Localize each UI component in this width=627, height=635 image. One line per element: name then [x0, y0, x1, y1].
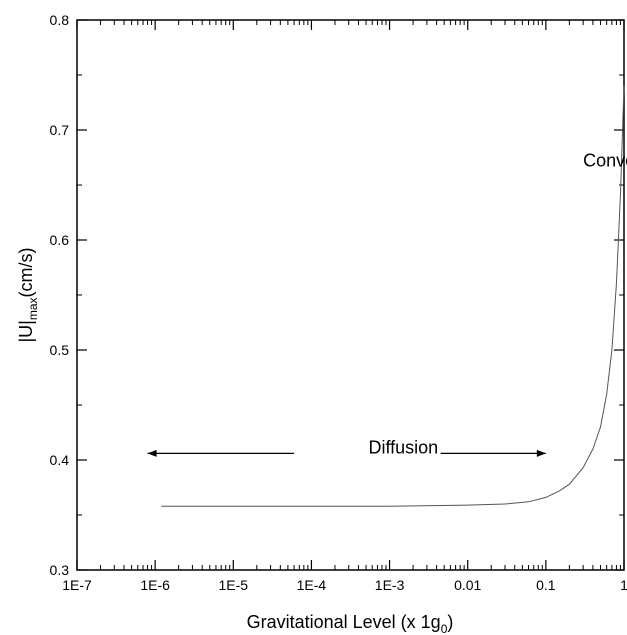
- x-tick-labels: 1E-7 1E-6 1E-5 1E-4 1E-3 0.01 0.1 1: [62, 577, 627, 593]
- series-line: [161, 85, 625, 507]
- x-tick-label: 1E-5: [218, 577, 248, 593]
- arrow: [440, 449, 546, 457]
- y-axis-title: |U|max(cm/s): [16, 247, 40, 342]
- y-tick-label: 0.4: [50, 452, 70, 468]
- x-tick-label: 1E-7: [62, 577, 92, 593]
- x-tick-label: 1: [620, 577, 627, 593]
- plot-series: [161, 85, 625, 507]
- arrow: [147, 449, 295, 457]
- x-tick-label: 0.01: [454, 577, 481, 593]
- y-tick-label: 0.8: [50, 12, 70, 28]
- annotation-convection: Convection: [583, 150, 627, 170]
- x-tick-label: 1E-4: [297, 577, 327, 593]
- axis-ticks: [76, 19, 625, 571]
- x-tick-label: 0.1: [536, 577, 556, 593]
- y-tick-label: 0.3: [50, 562, 70, 578]
- plot-annotations: Convection Diffusion: [147, 150, 627, 457]
- x-tick-label: 1E-6: [140, 577, 170, 593]
- y-tick-label: 0.7: [50, 122, 70, 138]
- x-axis-title: Gravitational Level (x 1g0): [247, 612, 454, 635]
- x-tick-label: 1E-3: [375, 577, 405, 593]
- annotation-diffusion: Diffusion: [368, 437, 438, 457]
- y-tick-label: 0.5: [50, 342, 70, 358]
- plot-frame: [76, 19, 625, 571]
- y-tick-labels: 0.3 0.4 0.5 0.6 0.7 0.8: [50, 12, 70, 578]
- y-tick-label: 0.6: [50, 232, 70, 248]
